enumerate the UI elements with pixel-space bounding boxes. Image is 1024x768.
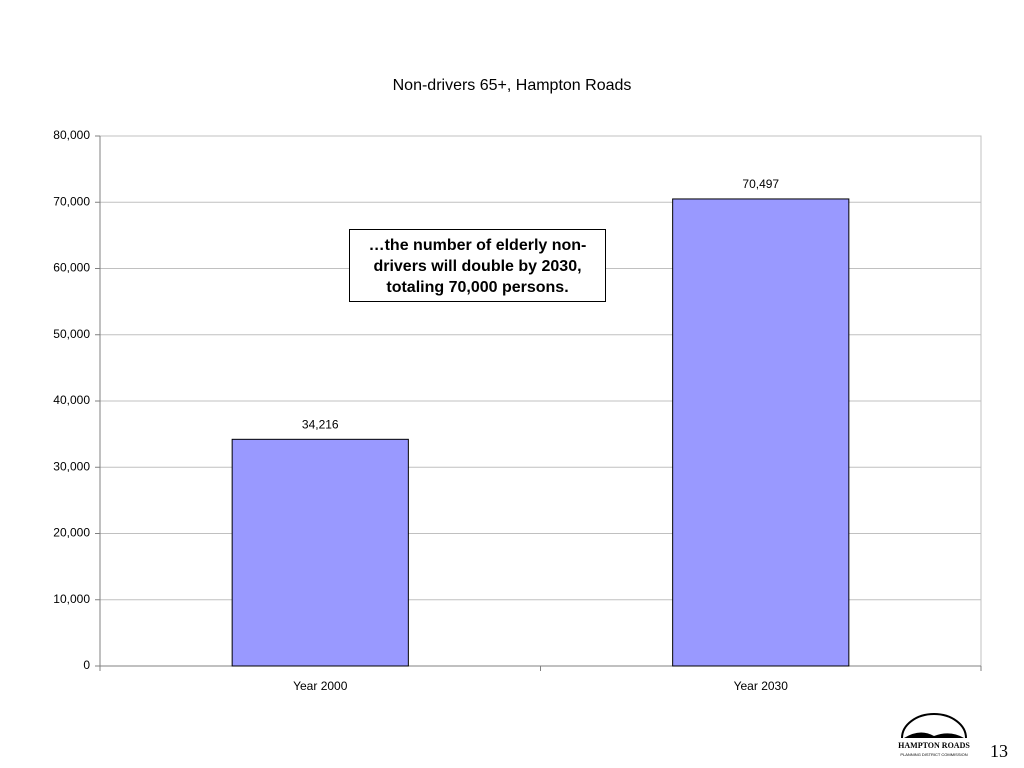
y-tick-label: 30,000 bbox=[53, 459, 90, 473]
y-tick-label: 20,000 bbox=[53, 526, 90, 540]
y-tick-label: 60,000 bbox=[53, 261, 90, 275]
y-tick-label: 10,000 bbox=[53, 592, 90, 606]
logo-wave bbox=[904, 732, 964, 738]
y-tick-label: 0 bbox=[83, 658, 90, 672]
x-tick-label: Year 2000 bbox=[293, 679, 348, 693]
chart-title: Non-drivers 65+, Hampton Roads bbox=[393, 77, 632, 94]
logo-title: HAMPTON ROADS bbox=[898, 741, 970, 750]
annotation: …the number of elderly non-drivers will … bbox=[349, 229, 606, 302]
bar bbox=[231, 438, 409, 667]
data-label: 70,497 bbox=[742, 177, 779, 191]
logo: HAMPTON ROADS PLANNING DISTRICT COMMISSI… bbox=[898, 713, 970, 757]
y-tick-label: 70,000 bbox=[53, 194, 90, 208]
logo-arc bbox=[901, 713, 967, 739]
bar bbox=[672, 198, 850, 667]
x-tick-label: Year 2030 bbox=[734, 679, 789, 693]
y-tick-label: 40,000 bbox=[53, 393, 90, 407]
data-label: 34,216 bbox=[302, 417, 339, 431]
y-tick-label: 50,000 bbox=[53, 327, 90, 341]
page-number: 13 bbox=[990, 741, 1008, 761]
logo-subtitle: PLANNING DISTRICT COMMISSION bbox=[900, 752, 967, 757]
y-tick-label: 80,000 bbox=[53, 128, 90, 142]
